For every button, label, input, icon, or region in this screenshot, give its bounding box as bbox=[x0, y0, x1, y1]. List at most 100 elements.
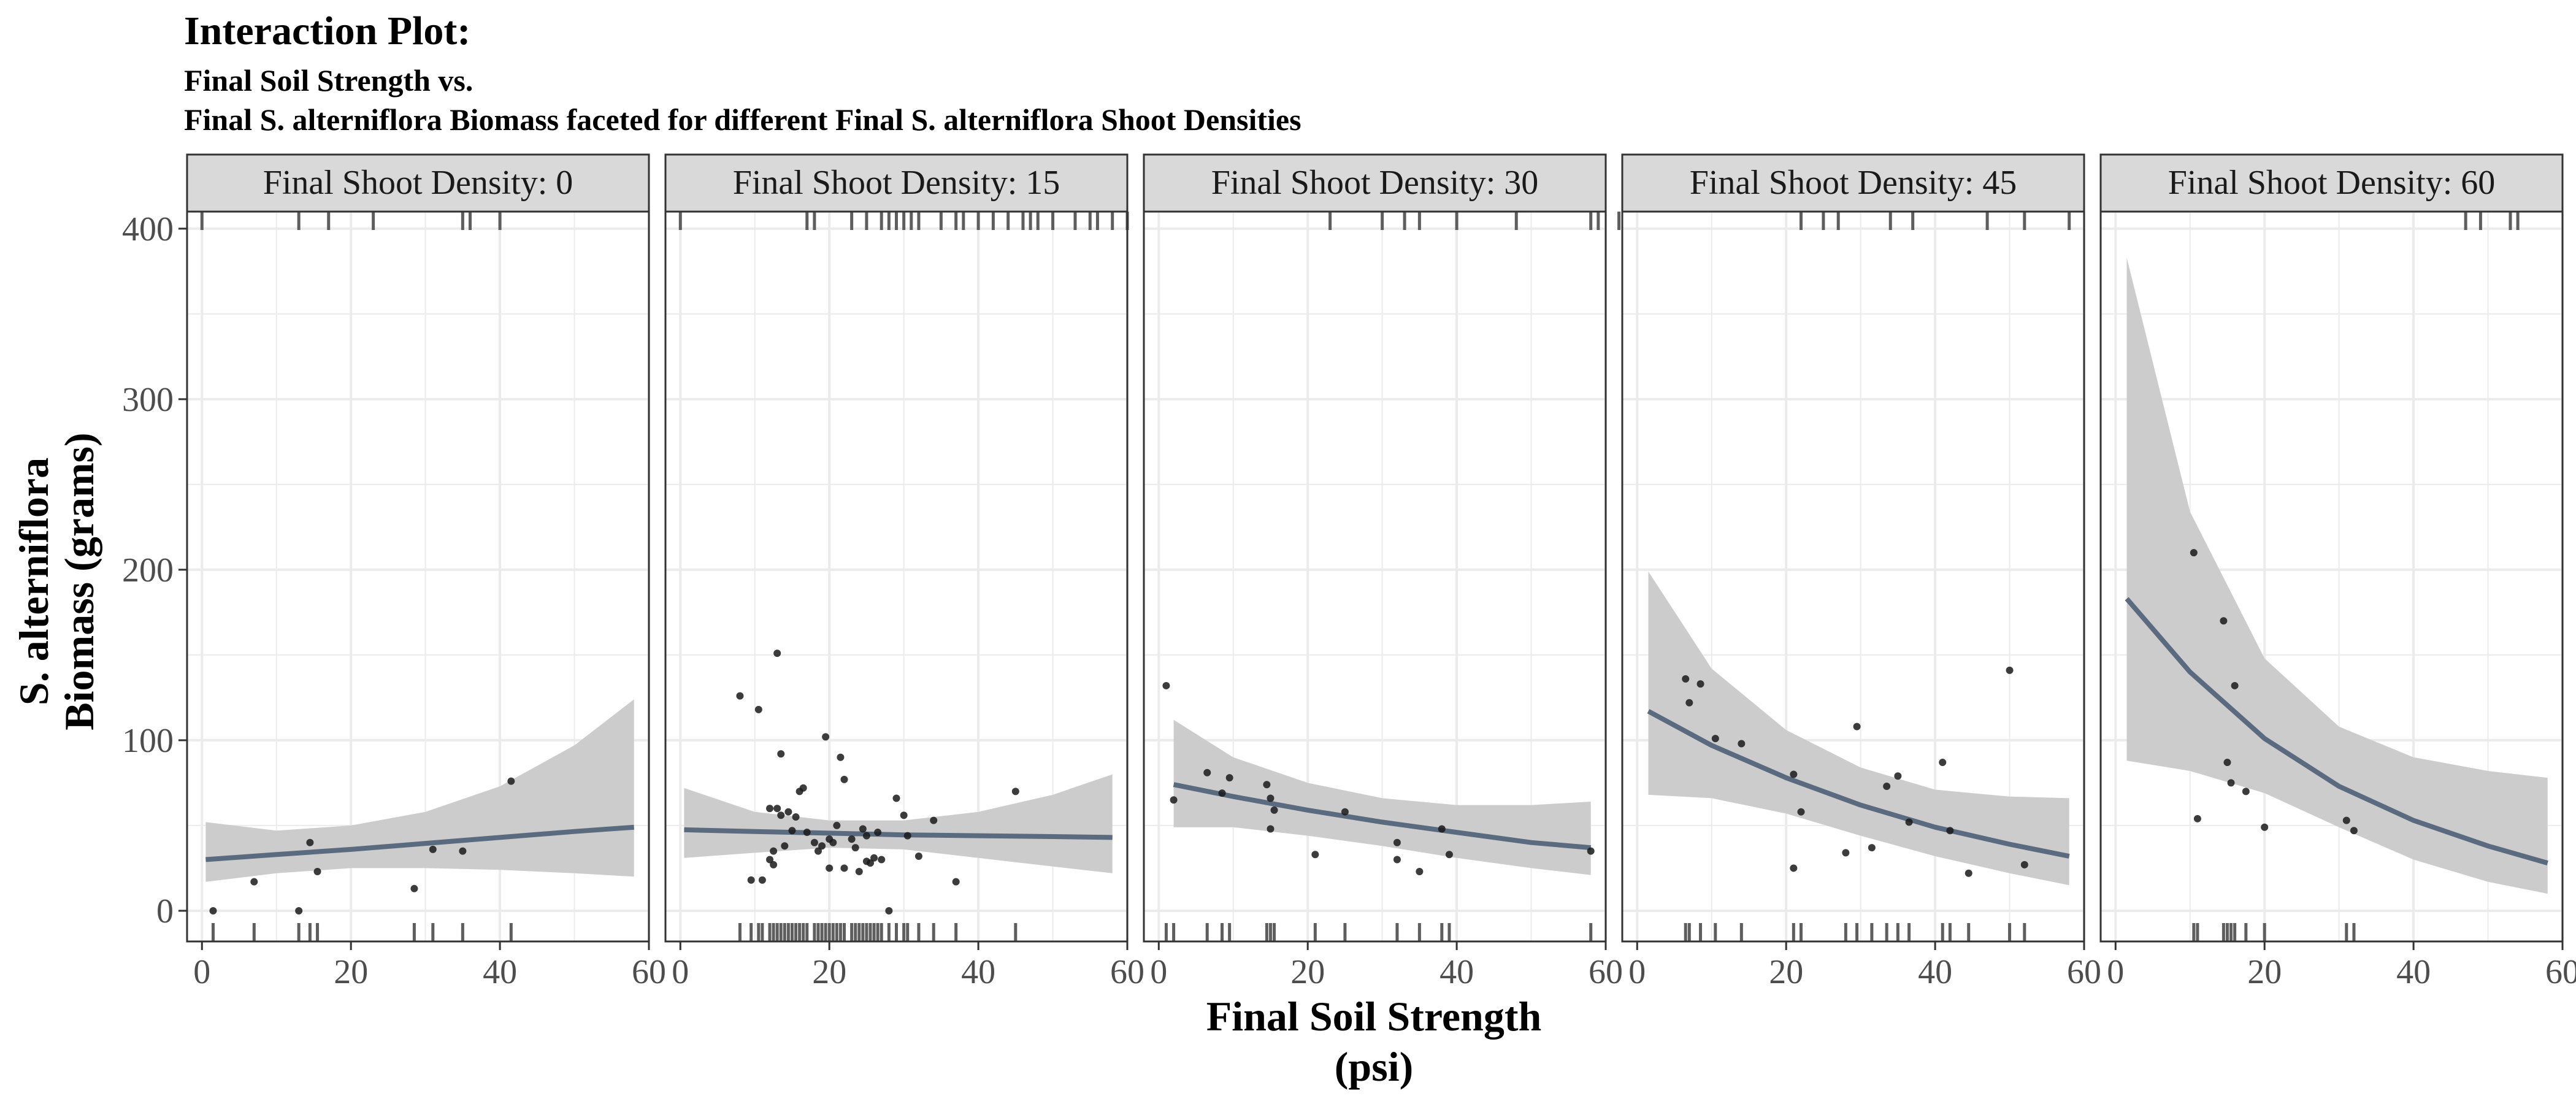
fit-line bbox=[1173, 782, 1592, 851]
facet-strip-label: Final Shoot Density: 0 bbox=[263, 164, 573, 202]
facet-strip bbox=[1143, 153, 1607, 213]
x-tick-label: 0 bbox=[1628, 953, 1646, 991]
confidence-band bbox=[2126, 258, 2548, 894]
data-point bbox=[803, 829, 811, 837]
data-point bbox=[1738, 740, 1746, 748]
facet-strip-label: Final Shoot Density: 30 bbox=[1211, 164, 1539, 202]
x-tick-label: 60 bbox=[1110, 953, 1144, 991]
x-axis-title-line-1: Final Soil Strength bbox=[1206, 993, 1542, 1040]
data-point bbox=[747, 876, 755, 884]
data-point bbox=[892, 794, 900, 802]
data-point bbox=[1946, 827, 1954, 835]
x-tick-label: 60 bbox=[1589, 953, 1623, 991]
data-point bbox=[777, 811, 785, 819]
y-axis-title-line-2: Biomass (grams) bbox=[56, 432, 102, 730]
data-point bbox=[1311, 851, 1319, 859]
data-point bbox=[1905, 818, 1913, 826]
data-point bbox=[1682, 675, 1690, 683]
data-point bbox=[1438, 825, 1446, 833]
data-point bbox=[1170, 796, 1178, 804]
data-point bbox=[770, 861, 778, 868]
data-point bbox=[1842, 849, 1850, 857]
data-point bbox=[1011, 788, 1019, 795]
data-point bbox=[1270, 806, 1278, 814]
data-point bbox=[2350, 827, 2358, 835]
x-tick-label: 20 bbox=[1769, 953, 1803, 991]
facet-strip bbox=[1621, 153, 2085, 213]
data-point bbox=[903, 832, 911, 840]
facet-strip-label: Final Shoot Density: 60 bbox=[2168, 164, 2496, 202]
data-point bbox=[773, 805, 781, 813]
data-point bbox=[788, 827, 796, 835]
y-tick-label: 200 bbox=[122, 551, 174, 589]
chart-subtitle-line-1: Final Soil Strength vs. bbox=[184, 63, 473, 98]
chart-subtitle-line-2: Final S. alterniflora Biomass faceted fo… bbox=[184, 102, 1301, 137]
data-point bbox=[1267, 794, 1275, 802]
confidence-band bbox=[1648, 571, 2069, 886]
data-point bbox=[1894, 772, 1902, 780]
data-point bbox=[2020, 861, 2028, 868]
x-tick-label: 40 bbox=[961, 953, 995, 991]
data-point bbox=[826, 864, 834, 872]
data-point bbox=[1790, 770, 1798, 778]
x-tick-label: 60 bbox=[632, 953, 666, 991]
facet-panel-1: Final Shoot Density: 15 0 20 40 60 bbox=[664, 153, 1807, 991]
facet-panel-2: Final Shoot Density: 30 0 20 40 60 bbox=[1143, 153, 2144, 991]
chart-title: Interaction Plot: bbox=[184, 9, 470, 53]
x-tick-label: 20 bbox=[334, 953, 368, 991]
x-tick-label: 40 bbox=[1918, 953, 1952, 991]
facet-strip bbox=[186, 153, 650, 213]
data-point bbox=[209, 907, 217, 914]
data-point bbox=[2193, 815, 2201, 822]
y-tick-label: 0 bbox=[156, 892, 174, 930]
data-point bbox=[866, 859, 874, 867]
data-point bbox=[859, 825, 867, 833]
data-point bbox=[773, 650, 781, 657]
data-point bbox=[429, 845, 437, 853]
facet-strip bbox=[664, 153, 1129, 213]
fit-line bbox=[2125, 597, 2548, 865]
data-point bbox=[799, 784, 807, 792]
facet-panel-0: Final Shoot Density: 00 20 40 6001002003004… bbox=[122, 153, 770, 991]
y-axis-title-line-1: S. alterniflora bbox=[10, 458, 57, 705]
data-point bbox=[2190, 549, 2198, 557]
data-point bbox=[851, 844, 859, 852]
data-point bbox=[1790, 864, 1798, 872]
data-point bbox=[810, 838, 818, 846]
data-point bbox=[770, 847, 778, 855]
x-tick-label: 0 bbox=[1150, 953, 1167, 991]
data-point bbox=[781, 842, 789, 850]
data-point bbox=[736, 692, 744, 700]
facet-panel-4: Final Shoot Density: 60 0 20 40 60 bbox=[2099, 153, 2576, 991]
data-point bbox=[792, 813, 800, 821]
data-point bbox=[2242, 788, 2250, 795]
data-point bbox=[870, 854, 878, 862]
data-point bbox=[930, 816, 938, 824]
data-point bbox=[833, 821, 841, 829]
facet-panels: Final Shoot Density: 00 20 40 6001002003004… bbox=[122, 153, 2576, 991]
x-tick-label: 40 bbox=[2396, 953, 2431, 991]
data-point bbox=[1393, 856, 1401, 864]
data-point bbox=[1868, 844, 1876, 852]
data-point bbox=[2006, 666, 2014, 674]
data-point bbox=[1393, 838, 1401, 846]
x-tick-label: 40 bbox=[483, 953, 517, 991]
data-point bbox=[840, 775, 848, 783]
data-point bbox=[1685, 699, 1693, 707]
y-tick-label: 100 bbox=[122, 722, 174, 760]
data-point bbox=[2227, 779, 2235, 787]
x-tick-label: 60 bbox=[2067, 953, 2101, 991]
data-point bbox=[874, 829, 882, 837]
x-tick-label: 20 bbox=[2247, 953, 2282, 991]
x-axis-title-line-2: (psi) bbox=[1335, 1043, 1413, 1090]
data-point bbox=[1203, 769, 1211, 776]
data-point bbox=[784, 808, 792, 816]
data-point bbox=[410, 884, 418, 892]
data-point bbox=[900, 811, 908, 819]
data-point bbox=[1587, 847, 1595, 855]
facet-strip-label: Final Shoot Density: 45 bbox=[1690, 164, 2017, 202]
data-point bbox=[777, 750, 785, 758]
x-tick-label: 20 bbox=[812, 953, 846, 991]
data-point bbox=[840, 864, 848, 872]
